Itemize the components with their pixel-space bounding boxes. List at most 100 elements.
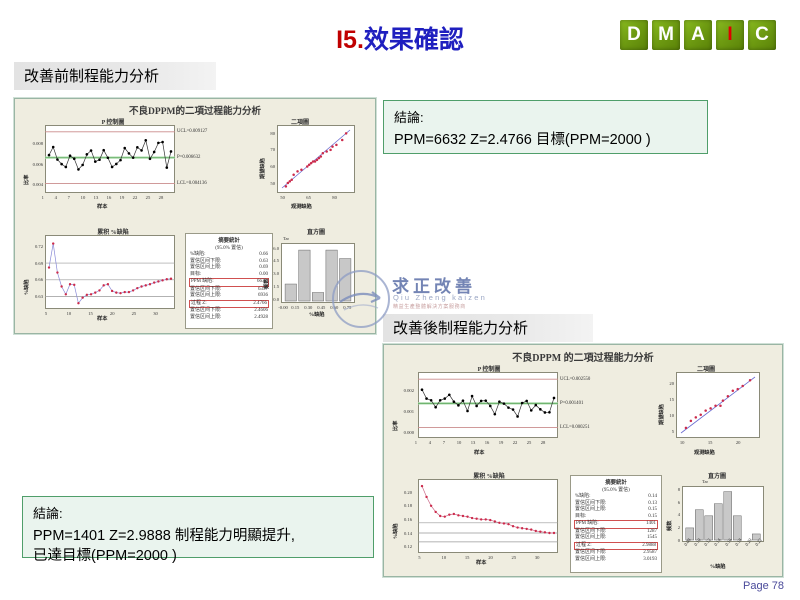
- binomial-title-before: 二項圖: [290, 120, 309, 126]
- summary-row-label: 置信区间上限:: [190, 293, 222, 298]
- page-number: Page 78: [743, 580, 784, 592]
- axis-tick-label: 15: [464, 555, 470, 560]
- summary-row: 置信区间上限: 6936: [189, 293, 269, 300]
- summary-row: 置信区间上限: 3.0193: [574, 557, 658, 564]
- axis-tick-label: 25: [145, 195, 151, 200]
- watermark-cn-text: 求正改善: [392, 277, 476, 296]
- minitab-report-after: 不良DPPM 的二項过程能力分析 P 控制圖 比率 样本 UCL=0.00255…: [382, 343, 784, 578]
- dmaic-badge-i[interactable]: I: [716, 20, 744, 50]
- summary-box-before: 摘要統計 (95.0% 置信) %缺陷: 0.66 置信区间下限: 0.63 置信区间上…: [185, 233, 273, 329]
- summary-row-label: 置信区间下限:: [190, 308, 222, 313]
- summary-row-value: 1287: [647, 528, 657, 534]
- dmaic-letter-a: A: [691, 24, 705, 45]
- axis-tick-label: 22: [512, 440, 518, 445]
- summary-row-label: 置信区间上限:: [575, 507, 607, 512]
- histogram-target-label-before: Tar: [283, 236, 290, 241]
- dmaic-badge-c[interactable]: C: [748, 20, 776, 50]
- summary-row: 过程 Z: 2.4766: [189, 299, 269, 308]
- summary-row-value: 0.63: [259, 258, 268, 264]
- histogram-xlabel-after: %缺陷: [710, 564, 726, 570]
- axis-tick-label: 10: [456, 440, 462, 445]
- axis-tick-label: 7: [442, 440, 445, 445]
- summary-row-label: 过程 Z:: [576, 542, 592, 548]
- cumulative-title-after: 累积 %缺陷: [473, 474, 505, 480]
- summary-title-after: 摘要統計: [605, 480, 627, 486]
- axis-tick-label: 10: [66, 311, 72, 316]
- summary-row: 置信区间上限: 2.4928: [189, 315, 269, 322]
- cumulative-xlabel-after: 样本: [476, 560, 487, 566]
- title-prefix: I5.: [336, 26, 364, 54]
- axis-tick-label: 10: [679, 440, 685, 445]
- axis-tick-label: 50: [280, 195, 285, 200]
- dmaic-badge-a[interactable]: A: [684, 20, 712, 50]
- axis-tick-label: 0.18: [403, 503, 412, 509]
- conclusion-before-label: 結論:: [394, 110, 424, 125]
- axis-tick-label: 0.12: [403, 544, 412, 550]
- report-title-after: 不良DPPM 的二項过程能力分析: [512, 353, 654, 364]
- summary-row-value: 6936: [258, 293, 268, 298]
- summary-row-value: 6337: [258, 286, 268, 292]
- binomial-xlabel-before: 观测缺陷: [291, 204, 312, 210]
- summary-row-label: 置信区间下限:: [575, 528, 607, 534]
- axis-tick-label: 0.60: [330, 305, 339, 310]
- axis-tick-label: 0.002: [403, 388, 414, 394]
- histogram-title-after: 直方圖: [707, 474, 726, 480]
- report-title-before: 不良DPPM的二項过程能力分析: [129, 107, 261, 117]
- summary-row-value: 0.15: [648, 513, 657, 519]
- summary-row-value: 2.9587: [643, 550, 657, 555]
- axis-tick-label: 65: [306, 195, 311, 200]
- dmaic-badge-d[interactable]: D: [620, 20, 648, 50]
- summary-row: %缺陷: 0.66: [189, 252, 269, 259]
- p-chart-cl-after: P=0.001401: [560, 400, 584, 406]
- section-label-after: 改善後制程能力分析: [383, 314, 593, 342]
- summary-row: 置信区间下限: 1287: [574, 529, 658, 536]
- summary-row-label: 置信区间上限:: [575, 535, 607, 540]
- summary-row-value: 0.14: [648, 494, 657, 499]
- axis-tick-label: 28: [540, 440, 546, 445]
- axis-tick-label: 0: [677, 537, 680, 543]
- watermark-en-text: Qiu Zheng kaizen: [393, 293, 487, 302]
- conclusion-after-line1: PPM=1401 Z=2.9888 制程能力明顯提升,: [33, 528, 295, 544]
- summary-row-value: 3.0193: [643, 556, 657, 562]
- axis-tick-label: 10: [669, 412, 674, 418]
- summary-row: 置信区间下限: 2.4606: [189, 308, 269, 315]
- axis-tick-label: 0.30: [304, 305, 313, 310]
- axis-tick-label: 22: [132, 195, 138, 200]
- summary-row-label: 置信区间下限:: [190, 286, 222, 292]
- axis-tick-label: 30: [153, 311, 158, 316]
- conclusion-after-label: 結論:: [33, 506, 63, 521]
- axis-tick-label: 80: [270, 130, 275, 136]
- dmaic-letter-c: C: [755, 24, 769, 45]
- summary-subtitle-after: (95.0% 置信): [602, 488, 630, 493]
- axis-tick-label: 0.14: [403, 530, 412, 536]
- summary-row-value: 0.15: [648, 507, 657, 512]
- axis-tick-label: 4: [428, 440, 431, 445]
- summary-row-label: PPM 缺陷:: [576, 521, 599, 526]
- summary-box-after: 摘要統計 (95.0% 置信) %缺陷: 0.14 置信区间下限: 0.13 置信区间上…: [570, 475, 662, 573]
- axis-tick-label: 15: [707, 440, 713, 445]
- axis-tick-label: 5: [418, 555, 421, 560]
- summary-row-value: 0.66: [259, 252, 268, 257]
- axis-tick-label: 6.0: [273, 245, 279, 251]
- axis-tick-label: 0.000: [403, 430, 414, 436]
- axis-tick-label: 3.0: [273, 271, 279, 277]
- p-chart-ucl-after: UCL=0.002550: [560, 376, 591, 382]
- summary-row: 置信区间上限: 0.15: [574, 507, 658, 514]
- summary-row-label: 置信区间下限:: [575, 550, 607, 555]
- dmaic-letter-i: I: [727, 24, 733, 45]
- axis-tick-label: 1: [41, 195, 44, 200]
- axis-tick-label: 28: [158, 195, 164, 200]
- axis-tick-label: 0.66: [34, 277, 43, 283]
- summary-row: 置信区间上限: 0.69: [189, 265, 269, 272]
- page-title: I5.效果確認: [0, 20, 800, 56]
- axis-tick-label: 0.69: [34, 260, 43, 266]
- summary-row-value: 1401: [646, 521, 656, 526]
- conclusion-box-after: 結論: PPM=1401 Z=2.9888 制程能力明顯提升, 已達目標(PPM…: [22, 496, 374, 564]
- summary-row: 过程 Z: 2.9888: [574, 541, 658, 550]
- binomial-title-after: 二項圖: [696, 367, 715, 373]
- axis-tick-label: 0.63: [34, 294, 43, 300]
- summary-row: PPM 缺陷: 1401: [574, 520, 658, 529]
- dmaic-badge-m[interactable]: M: [652, 20, 680, 50]
- summary-row-label: %缺陷:: [575, 494, 591, 499]
